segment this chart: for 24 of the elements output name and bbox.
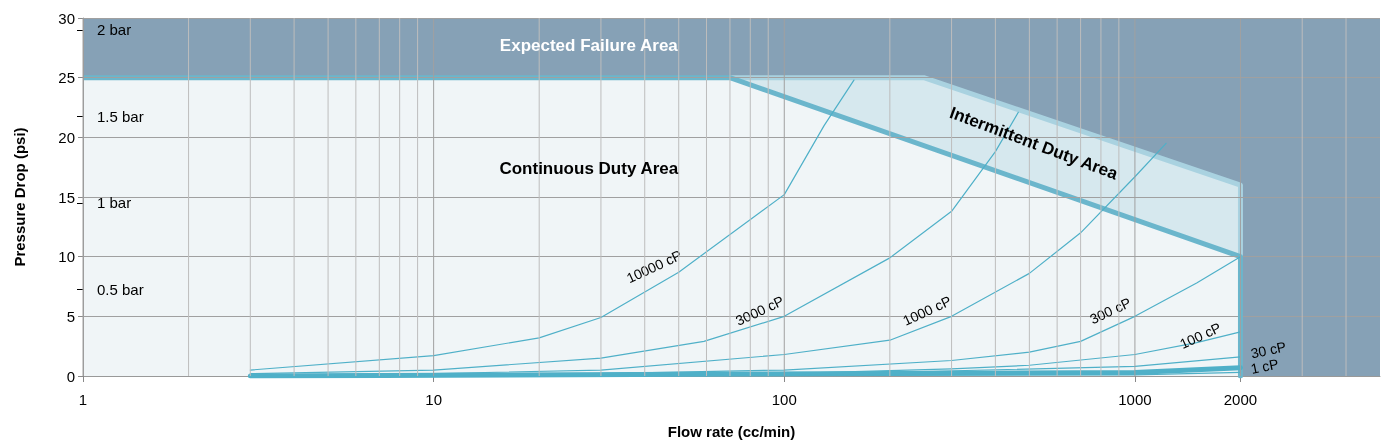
x-tick-label: 100 bbox=[771, 391, 797, 408]
y-tick-label: 15 bbox=[58, 188, 75, 206]
x-tick-label: 2000 bbox=[1223, 391, 1258, 408]
x-tick-label: 10 bbox=[425, 391, 442, 408]
annotation: Expected Failure Area bbox=[499, 35, 679, 55]
text: 100 cP bbox=[1177, 319, 1224, 353]
y-axis-title: Pressure Drop (psi) bbox=[11, 127, 28, 267]
annotation: Continuous Duty Area bbox=[499, 158, 679, 178]
x-tick-label: 1000 bbox=[1118, 391, 1152, 408]
y2-tick-label: 2 bar bbox=[97, 21, 132, 39]
text: 1000 cP bbox=[900, 292, 954, 329]
x-axis-title: Flow rate (cc/min) bbox=[667, 423, 796, 440]
text: 300 cP bbox=[1087, 294, 1134, 328]
y-tick-label: 10 bbox=[58, 248, 75, 266]
y-tick-label: 25 bbox=[58, 69, 75, 87]
x-tick-label: 1 bbox=[78, 391, 88, 408]
y2-tick-label: 0.5 bar bbox=[97, 280, 144, 298]
y2-tick-label: 1.5 bar bbox=[97, 107, 144, 125]
y2-tick-label: 1 bar bbox=[97, 194, 132, 212]
y-tick-label: 20 bbox=[58, 128, 75, 146]
text: 3000 cP bbox=[733, 292, 787, 329]
y-tick-label: 5 bbox=[66, 307, 75, 325]
y-tick-label: 0 bbox=[66, 367, 75, 385]
y-tick-label: 30 bbox=[58, 9, 75, 27]
